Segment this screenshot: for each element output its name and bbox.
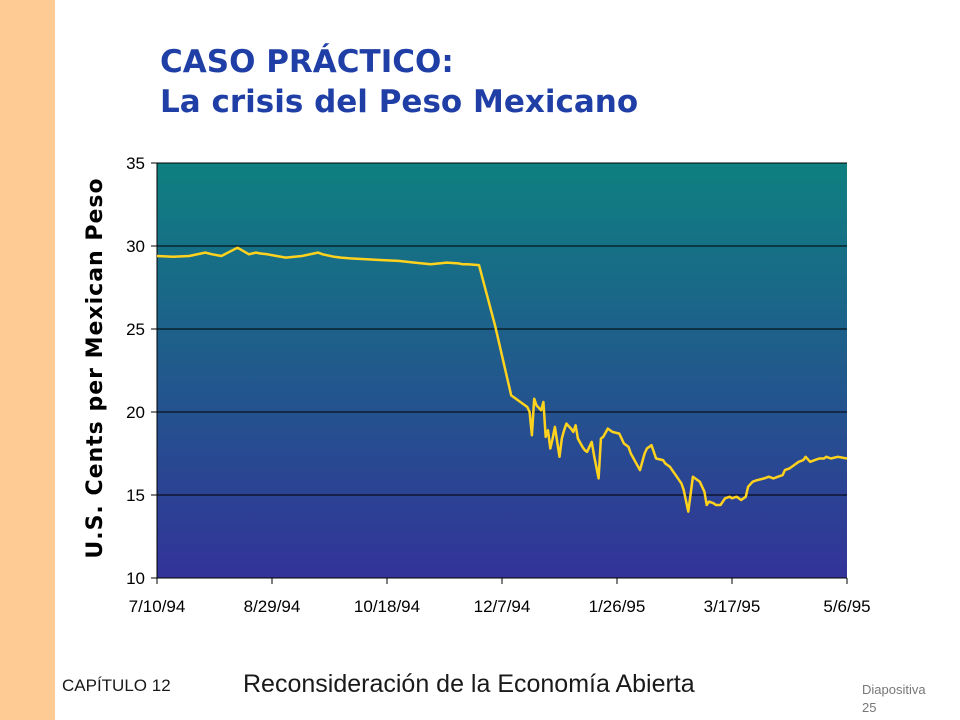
y-tick-label: 25: [126, 320, 145, 339]
y-axis-label: U.S. Cents per Mexican Peso: [83, 177, 108, 558]
y-tick-label: 10: [126, 569, 145, 588]
x-tick-label: 8/29/94: [244, 597, 301, 616]
x-tick-label: 12/7/94: [474, 597, 531, 616]
y-tick-label: 35: [126, 154, 145, 173]
series-line: [156, 246, 848, 513]
y-tick-label: 15: [126, 486, 145, 505]
side-band: [0, 0, 55, 720]
x-tick-label: 1/26/95: [589, 597, 646, 616]
chapter-label: CAPÍTULO 12: [62, 676, 171, 695]
y-tick-label: 30: [126, 237, 145, 256]
chapter-subject: Reconsideración de la Economía Abierta: [243, 670, 695, 698]
slide-number-label: Diapositiva 25: [862, 681, 952, 716]
x-tick-label: 7/10/94: [129, 597, 186, 616]
x-tick-label: 5/6/95: [823, 597, 870, 616]
slide-title-line-1: CASO PRÁCTICO:: [160, 44, 454, 80]
x-tick-label: 10/18/94: [354, 597, 420, 616]
slide-number: 25: [862, 699, 877, 715]
plot-area: [157, 163, 847, 578]
slide-word: Diapositiva: [862, 682, 926, 697]
gridlines: [157, 162, 847, 496]
x-tick-label: 3/17/95: [704, 597, 761, 616]
y-ticks: 10 15 20 25 30 35: [126, 154, 157, 588]
x-ticks: 7/10/94 8/29/94 10/18/94 12/7/94 1/26/95 3/17…: [129, 578, 871, 616]
slide-title: CASO PRÁCTICO: La crisis del Peso Mexica…: [160, 42, 638, 123]
y-tick-label: 20: [126, 403, 145, 422]
slide-title-line-2: La crisis del Peso Mexicano: [160, 84, 639, 121]
